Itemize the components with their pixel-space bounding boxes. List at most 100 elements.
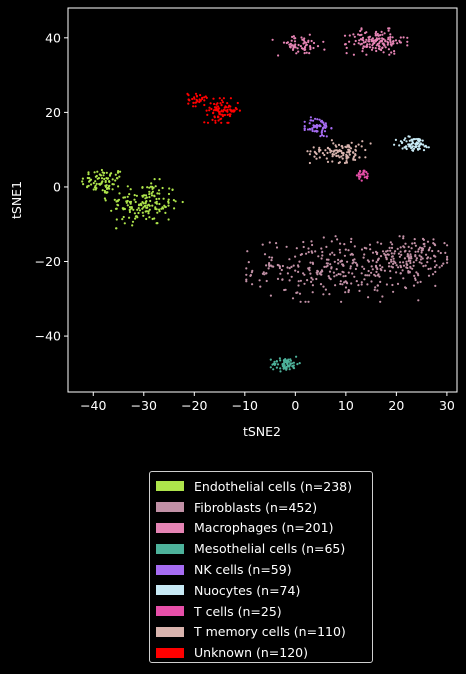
data-point [410, 247, 413, 250]
data-point [390, 258, 393, 261]
data-point [377, 257, 380, 260]
data-point [319, 125, 322, 128]
data-point [360, 145, 363, 148]
data-point [370, 48, 374, 51]
data-point [385, 258, 388, 261]
legend-swatch [156, 522, 184, 533]
data-point [362, 41, 365, 44]
data-point [344, 43, 347, 46]
data-point [321, 152, 324, 155]
data-point [443, 242, 446, 245]
data-point [258, 279, 261, 282]
data-point [148, 196, 151, 199]
data-point [198, 100, 201, 104]
data-point [393, 143, 396, 146]
data-point [341, 283, 344, 286]
data-point [206, 121, 210, 124]
data-point [434, 284, 437, 287]
data-point [126, 204, 129, 207]
data-point [413, 238, 416, 241]
data-point [181, 200, 184, 204]
data-point [405, 260, 408, 263]
data-point [309, 261, 312, 264]
data-point [145, 210, 148, 213]
data-point [358, 289, 361, 292]
data-point [339, 282, 342, 286]
data-point [431, 249, 434, 253]
data-point [213, 115, 216, 118]
data-point [418, 145, 421, 148]
data-point [133, 212, 136, 215]
data-point [370, 280, 373, 283]
legend-item: Nuocytes (n=74) [156, 580, 372, 601]
data-point [218, 111, 221, 114]
data-point [142, 206, 145, 209]
data-point [161, 206, 164, 209]
data-point [318, 272, 321, 275]
data-point [172, 199, 175, 202]
data-point [300, 36, 303, 39]
data-point [219, 102, 222, 105]
data-point [302, 245, 305, 249]
data-point [211, 118, 214, 121]
legend: Endothelial cells (n=238) Fibroblasts (n=… [149, 471, 373, 663]
data-point [412, 284, 416, 287]
data-point [327, 275, 330, 278]
data-point [396, 247, 399, 250]
data-point [349, 265, 352, 268]
data-point [357, 42, 360, 45]
data-point [324, 288, 327, 291]
legend-label: Macrophages (n=201) [194, 520, 334, 536]
data-point [400, 253, 403, 256]
data-point [417, 299, 420, 302]
data-point [366, 172, 369, 175]
data-point [353, 35, 356, 38]
data-point [399, 140, 402, 143]
data-point [335, 152, 338, 155]
data-point [342, 275, 345, 278]
data-point [391, 243, 394, 246]
data-point [378, 48, 381, 51]
data-point [364, 40, 367, 44]
data-point [107, 177, 110, 180]
data-point [216, 102, 219, 105]
data-point [365, 38, 368, 41]
data-point [126, 195, 129, 198]
data-point [302, 240, 305, 244]
data-point [392, 257, 395, 260]
data-point [119, 170, 122, 173]
data-point [173, 207, 176, 210]
data-point [363, 176, 366, 179]
data-point [399, 250, 402, 253]
data-point [368, 38, 371, 41]
data-point [308, 33, 311, 36]
data-point [307, 247, 310, 250]
data-point [362, 256, 365, 259]
data-point [414, 250, 417, 253]
data-point [416, 281, 419, 284]
data-point [292, 366, 295, 369]
data-point [334, 235, 337, 238]
data-point [370, 265, 373, 268]
data-point [337, 143, 341, 146]
data-point [396, 42, 399, 45]
data-point [340, 259, 343, 262]
data-point [446, 244, 449, 247]
data-point [154, 185, 157, 188]
data-point [332, 142, 335, 145]
data-point [295, 52, 298, 55]
data-point [390, 51, 393, 54]
data-point [421, 257, 424, 260]
data-point [341, 157, 344, 160]
data-point [148, 190, 151, 193]
data-point [270, 256, 274, 259]
data-point [147, 212, 150, 215]
data-point [303, 37, 306, 40]
data-point [168, 187, 171, 190]
data-point [298, 260, 301, 263]
data-point [344, 291, 347, 294]
data-point [411, 242, 414, 245]
data-point [419, 258, 422, 261]
data-point [360, 33, 363, 36]
data-point [281, 278, 284, 281]
